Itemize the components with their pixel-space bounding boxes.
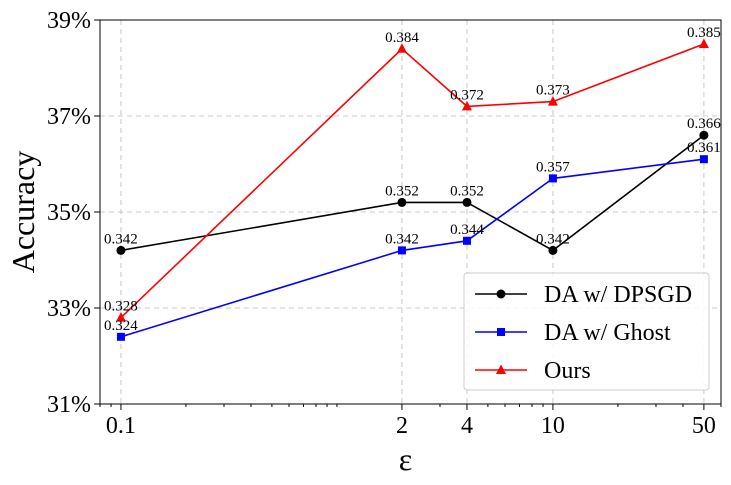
legend-marker-da-w-dpsgd (496, 289, 506, 299)
data-label-ours: 0.384 (385, 30, 419, 46)
data-point-ours (698, 38, 709, 48)
data-label-ours: 0.373 (536, 83, 570, 99)
data-point-da-w-ghost (116, 332, 125, 341)
data-labels: 0.342 0.352 0.352 0.342 0.366 0.324 0.342 0.344… (104, 25, 721, 334)
data-point-da-w-ghost (548, 174, 557, 183)
data-label-da-w-ghost: 0.342 (385, 231, 419, 247)
data-label-da-w-ghost: 0.361 (687, 140, 721, 156)
legend-label-da-w-dpsgd: DA w/ DPSGD (544, 282, 692, 308)
data-point-da-w-dpsgd (462, 197, 472, 207)
data-label-da-w-dpsgd: 0.342 (104, 231, 138, 247)
data-point-ours (115, 312, 126, 322)
data-point-da-w-ghost (699, 155, 708, 164)
legend-label-da-w-ghost: DA w/ Ghost (544, 320, 671, 346)
x-axis-title: ε (399, 441, 412, 477)
series-layer (115, 38, 709, 341)
data-point-ours (547, 96, 558, 106)
legend-marker-da-w-ghost (497, 328, 505, 336)
data-point-ours (396, 43, 407, 53)
x-tick-label: 2 (396, 413, 408, 439)
x-tick-label: 10 (541, 413, 565, 439)
x-tick-label: 4 (461, 413, 473, 439)
data-point-da-w-dpsgd (699, 130, 709, 140)
y-tick-label: 31% (47, 392, 91, 418)
x-tick-label: 0.1 (106, 413, 136, 439)
legend-box (463, 272, 710, 391)
data-point-da-w-dpsgd (116, 245, 126, 255)
data-label-ours: 0.328 (104, 299, 138, 315)
data-point-da-w-dpsgd (397, 197, 407, 207)
axes: 0.1 2 4 10 50 31% 33% 35% 37% 39% ε Accuracy (5, 8, 722, 477)
data-point-da-w-ghost (462, 236, 471, 245)
y-tick-label: 39% (47, 8, 91, 34)
y-axis-title: Accuracy (5, 151, 41, 274)
data-point-da-w-ghost (397, 246, 406, 255)
data-label-da-w-dpsgd: 0.352 (450, 183, 484, 199)
data-label-ours: 0.385 (687, 25, 721, 41)
data-label-da-w-dpsgd: 0.366 (687, 116, 721, 132)
legend: DA w/ DPSGD DA w/ Ghost Ours (463, 272, 710, 391)
data-label-da-w-ghost: 0.344 (450, 222, 484, 238)
legend-marker-ours (496, 364, 506, 374)
data-point-da-w-dpsgd (548, 245, 558, 255)
data-label-ours: 0.372 (450, 87, 484, 103)
data-label-da-w-dpsgd: 0.342 (536, 231, 570, 247)
legend-label-ours: Ours (544, 358, 591, 384)
y-tick-label: 35% (47, 200, 91, 226)
data-label-da-w-ghost: 0.324 (104, 318, 138, 334)
data-label-da-w-ghost: 0.357 (536, 159, 570, 175)
y-tick-label: 37% (47, 104, 91, 130)
x-tick-label: 50 (692, 413, 716, 439)
data-point-ours (461, 100, 472, 111)
y-tick-label: 33% (47, 296, 91, 322)
data-label-da-w-dpsgd: 0.352 (385, 183, 419, 199)
